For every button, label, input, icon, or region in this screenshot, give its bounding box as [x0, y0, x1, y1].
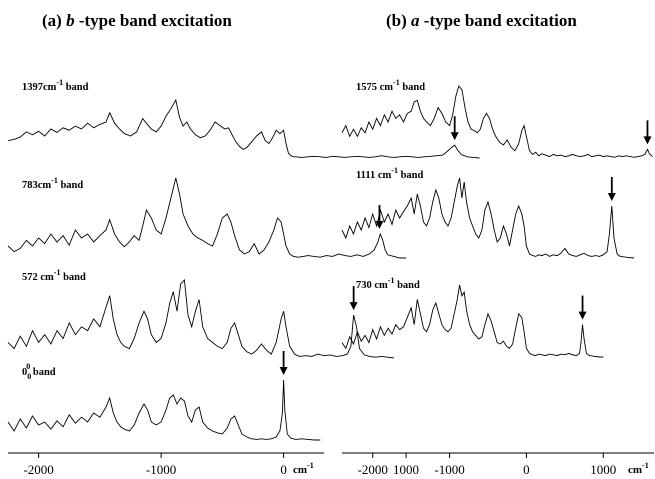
label-sup: -1 [56, 78, 63, 87]
panel-a-trace-label: 783cm-1 band [22, 176, 83, 191]
panel-b-trace-line [341, 177, 635, 259]
panel-a-trace-3: 572 cm-1 band [7, 268, 394, 359]
panel-a-x-axis: -2000 -1000 0 1000 cm-1 [8, 452, 419, 477]
panel-a-trace-line [7, 98, 480, 159]
label-sup: -1 [54, 268, 61, 277]
label-sup: -1 [391, 166, 398, 175]
panel-a-tick-label: 1000 [393, 462, 419, 477]
label-tail: band [60, 272, 86, 283]
panel-a-unit-main: cm [293, 464, 307, 476]
panel-a-arrow-marker [349, 286, 358, 311]
label-main: 1397cm [22, 82, 57, 93]
panel-a-arrow-marker [450, 116, 459, 141]
panel-b-arrow-marker [578, 295, 587, 320]
panel-a-trace-line [7, 278, 394, 359]
panel-b-unit-main: cm [628, 464, 642, 476]
panel-a-tick-label: -1000 [146, 462, 176, 477]
label-tail: band [398, 170, 424, 181]
panel-b-arrow-marker [607, 177, 616, 201]
label-main: 0 [22, 367, 27, 378]
panel-b-trace-1: 1575 cm-1 band [341, 78, 653, 158]
panel-b-tick-label: 1000 [590, 462, 616, 477]
panel-a-title-rest: -type band excitation [79, 11, 233, 30]
label-tail: band [394, 280, 420, 291]
panel-a-arrow-marker [279, 351, 288, 375]
panel-b-arrow-marker [643, 120, 652, 145]
arrow-head [607, 193, 616, 201]
panel-a-title: (a) b -type band excitation [42, 11, 232, 30]
panel-b-trace-label: 1575 cm-1 band [356, 78, 425, 93]
panel-a-ticks: -2000 -1000 0 1000 [23, 453, 419, 477]
panel-b-tick-label: -2000 [358, 462, 388, 477]
panel-a-title-label: (a) [42, 11, 62, 30]
panel-b-title: (b) a -type band excitation [386, 11, 577, 30]
panel-b-title-italic: a [411, 11, 420, 30]
panel-a-title-italic: b [66, 11, 75, 30]
label-sup: 0 [26, 362, 30, 371]
label-main: 572 cm [22, 272, 54, 283]
panel-a-tick-label: -2000 [23, 462, 53, 477]
arrow-head [578, 311, 587, 320]
label-main: 730 cm [356, 280, 388, 291]
panel-b-trace-2: 1111 cm-1 band [341, 166, 635, 259]
panel-a-trace-2: 783cm-1 band [7, 176, 407, 259]
panel-a-unit-sup: -1 [307, 461, 314, 470]
panel-b-title-label: (b) [386, 11, 407, 30]
panel-a-trace-label: 1397cm-1 band [22, 78, 89, 93]
panel-a-trace-label: 572 cm-1 band [22, 268, 86, 283]
arrow-head [450, 132, 459, 141]
panel-b-trace-3: 730 cm-1 band [341, 276, 604, 358]
panel-b-tick-label: 0 [523, 462, 530, 477]
panel-a-trace-label: 000 band [22, 362, 56, 381]
panel-b-trace-label: 730 cm-1 band [356, 276, 420, 291]
arrow-head [349, 302, 358, 311]
panel-b-trace-line [341, 284, 604, 358]
panel-b-unit-sup: -1 [642, 461, 649, 470]
panel-a-trace-line [7, 379, 321, 441]
label-tail: band [63, 82, 89, 93]
label-tail: band [58, 180, 84, 191]
panel-b-ticks: -2000 -1000 0 1000 [358, 453, 616, 477]
panel-b-unit-label: cm-1 [628, 461, 649, 476]
panel-a-trace-line [7, 177, 407, 259]
label-sup: -1 [388, 276, 395, 285]
panel-b-title-rest: -type band excitation [424, 11, 578, 30]
label-sup: -1 [51, 176, 58, 185]
panel-b-trace-line [341, 85, 653, 158]
panel-a-trace-1: 1397cm-1 band [7, 78, 480, 159]
panel-b-trace-label: 1111 cm-1 band [356, 166, 424, 181]
label-tail: band [30, 367, 56, 378]
panel-a-trace-4: 000 band [7, 351, 321, 441]
panel-b-x-axis: -2000 -1000 0 1000 cm-1 [342, 452, 654, 477]
label-tail: band [400, 82, 426, 93]
panel-a-tick-label: 0 [280, 462, 287, 477]
arrow-head [279, 367, 288, 375]
panel-b-tick-label: -1000 [434, 462, 464, 477]
label-sup: -1 [393, 78, 400, 87]
label-main: 783cm [22, 180, 51, 191]
label-sub: 0 [27, 372, 31, 381]
label-main: 1111 cm [356, 170, 392, 181]
arrow-head [643, 136, 652, 145]
panel-a-unit-label: cm-1 [293, 461, 314, 476]
label-main: 1575 cm [356, 82, 393, 93]
